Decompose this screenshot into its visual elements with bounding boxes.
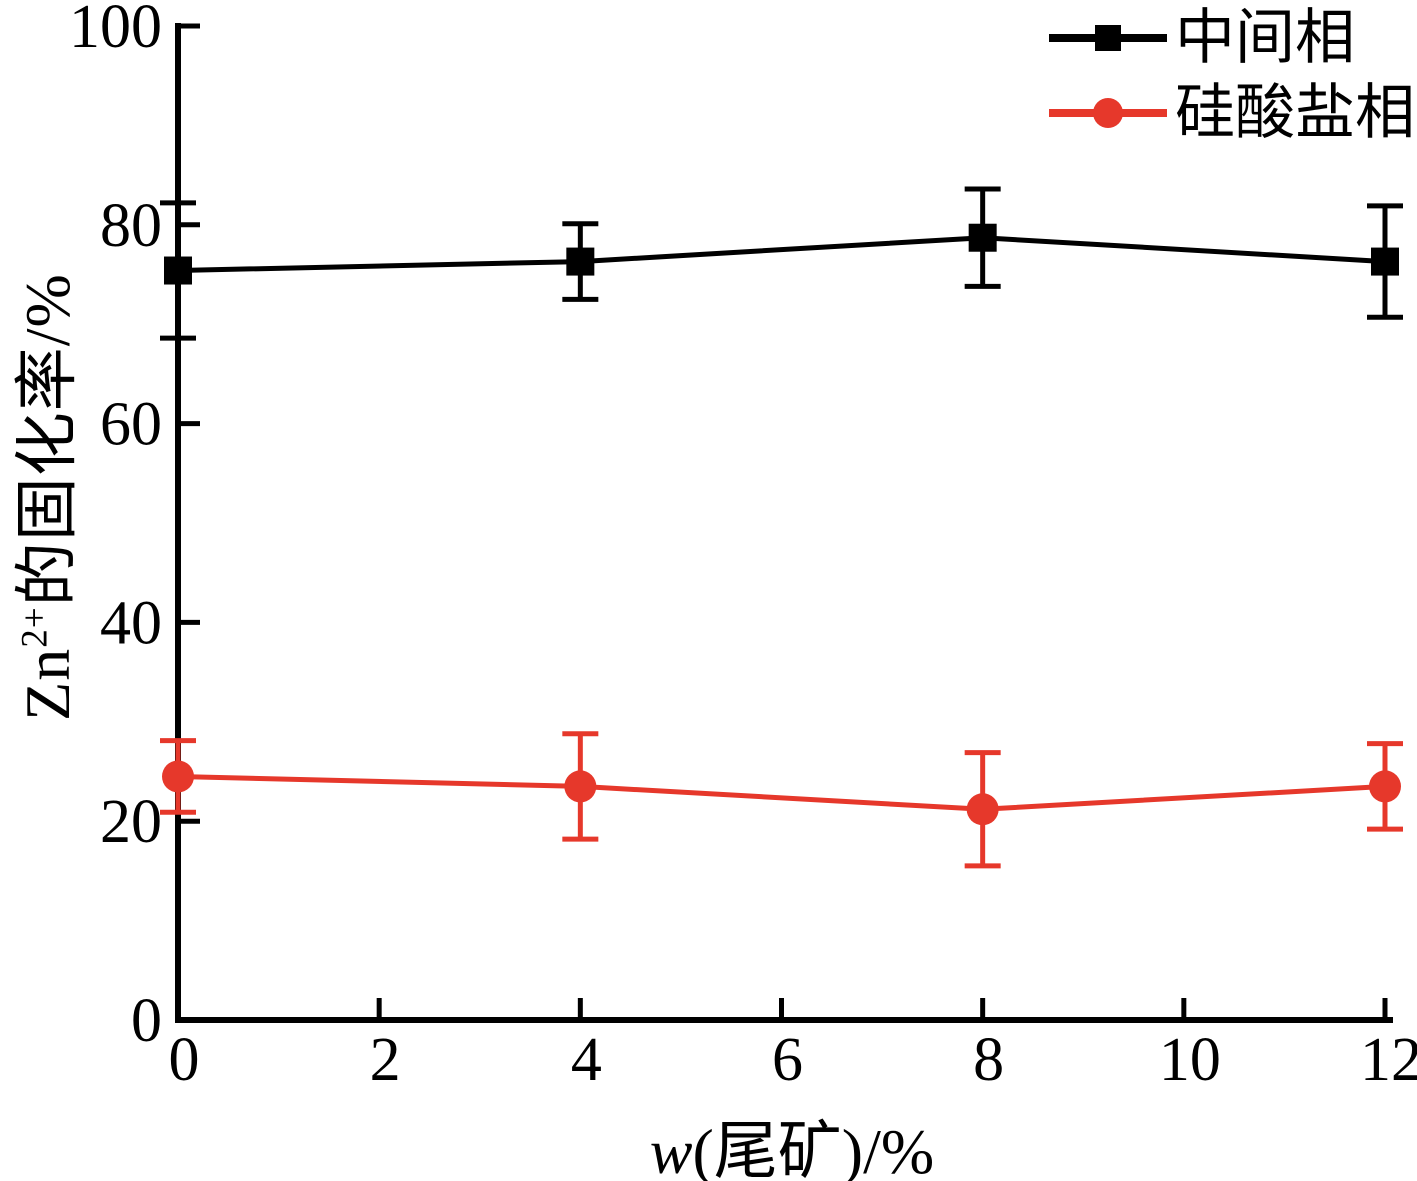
legend-sample-circle-icon — [1049, 98, 1167, 129]
series-line-1 — [177, 773, 1386, 812]
legend: 中间相 硅酸盐相 — [1049, 6, 1415, 146]
data-point-square — [566, 247, 595, 276]
x-tick-label: 0 — [169, 1026, 200, 1094]
legend-marker-square-icon — [1095, 25, 1121, 52]
x-tick-label: 12 — [1360, 1026, 1417, 1094]
x-axis-title: w(尾矿)/% — [650, 1100, 934, 1181]
y-axis-title-superscript: 2+ — [14, 606, 56, 648]
y-tick-label: 100 — [69, 0, 162, 61]
legend-label: 硅酸盐相 — [1175, 79, 1415, 146]
data-point-square — [1371, 247, 1399, 276]
data-point-circle — [564, 770, 597, 803]
x-tick-label: 8 — [973, 1026, 1004, 1094]
data-point-circle — [966, 793, 999, 826]
x-tick-label: 6 — [772, 1026, 803, 1094]
y-axis-title-rest: 的固化率/% — [12, 273, 83, 607]
legend-marker-circle-icon — [1093, 98, 1123, 129]
x-tick-label: 10 — [1159, 1026, 1221, 1094]
y-axis-title: Zn2+的固化率/% — [0, 273, 88, 721]
y-axis-title-base: Zn — [12, 647, 83, 721]
y-tick-label: 20 — [100, 788, 162, 856]
legend-sample-square-icon — [1049, 25, 1167, 52]
series-line-0 — [177, 235, 1386, 274]
x-tick-label: 2 — [370, 1026, 401, 1094]
x-axis-title-rest: (尾矿)/% — [692, 1116, 935, 1181]
y-tick-label: 40 — [100, 589, 162, 657]
x-tick-label: 4 — [571, 1026, 602, 1094]
data-point-square — [968, 223, 997, 252]
data-point-circle — [162, 760, 194, 793]
data-point-square — [164, 256, 192, 285]
x-axis-title-symbol: w — [649, 1116, 693, 1181]
legend-item-0: 中间相 — [1049, 6, 1415, 71]
data-point-circle — [1369, 770, 1401, 803]
legend-label: 中间相 — [1175, 5, 1355, 71]
y-tick-label: 80 — [100, 192, 162, 260]
y-tick-label: 60 — [100, 391, 162, 459]
y-tick-label: 0 — [131, 987, 162, 1055]
legend-item-1: 硅酸盐相 — [1049, 79, 1415, 146]
